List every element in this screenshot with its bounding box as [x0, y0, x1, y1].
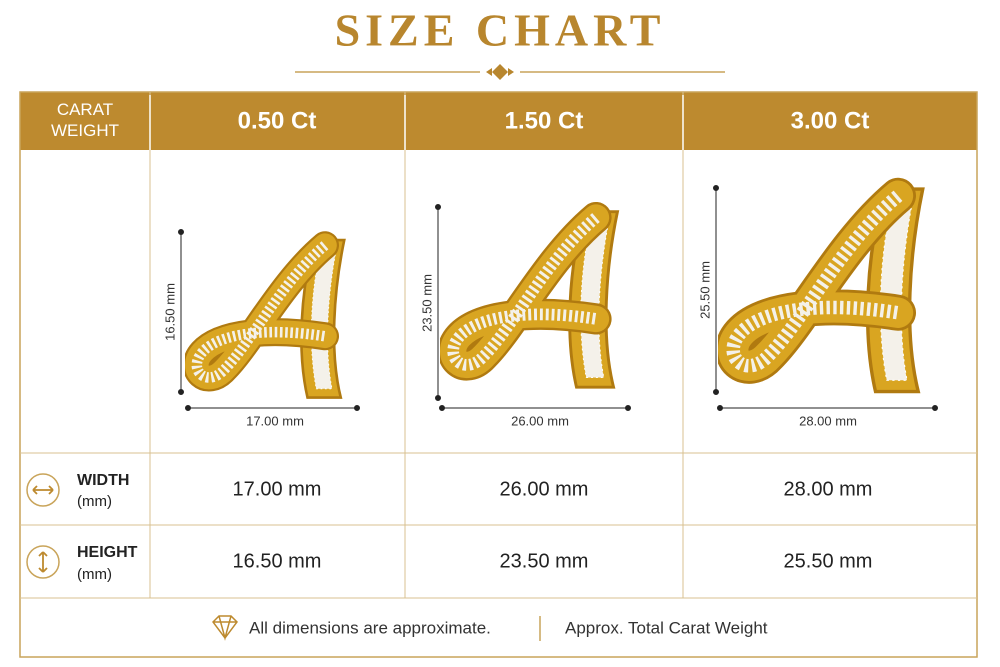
table-border — [19, 91, 978, 658]
row-unit: (mm) — [77, 493, 112, 510]
header-row — [20, 92, 977, 150]
width-label: 28.00 mm — [799, 413, 857, 428]
footer-legend: Approx. Total Carat Weight — [565, 618, 768, 637]
width-icon — [26, 473, 60, 507]
dimension-lines — [178, 185, 938, 411]
column-header: 3.00 Ct — [791, 107, 870, 134]
pendant-image — [733, 189, 923, 392]
height-label: 16.50 mm — [162, 283, 177, 341]
cell: 28.00 mm — [784, 478, 873, 500]
pendant-image — [453, 212, 617, 388]
cell: 16.50 mm — [233, 550, 322, 572]
cell: 26.00 mm — [500, 478, 589, 500]
height-arrow — [38, 551, 48, 573]
column-header: 0.50 Ct — [238, 107, 317, 134]
height-label: 25.50 mm — [697, 261, 712, 319]
title: SIZE CHART — [335, 5, 666, 56]
pendant-image — [197, 240, 344, 398]
column-header: 1.50 Ct — [505, 107, 584, 134]
width-label: 26.00 mm — [511, 413, 569, 428]
width-arrow — [32, 485, 54, 495]
cell: 25.50 mm — [784, 550, 873, 572]
diamond-icon — [212, 615, 238, 641]
cell: 17.00 mm — [233, 478, 322, 500]
ornament — [486, 64, 514, 80]
width-label: 17.00 mm — [246, 413, 304, 428]
grid — [20, 92, 977, 599]
row-label: WIDTH — [77, 472, 129, 489]
row-label: HEIGHT — [77, 544, 138, 561]
corner-label: CARAT WEIGHT — [51, 100, 119, 140]
row-unit: (mm) — [77, 566, 112, 583]
cell: 23.50 mm — [500, 550, 589, 572]
footer-note: All dimensions are approximate. — [249, 618, 491, 637]
height-icon — [26, 545, 60, 579]
height-label: 23.50 mm — [419, 274, 434, 332]
